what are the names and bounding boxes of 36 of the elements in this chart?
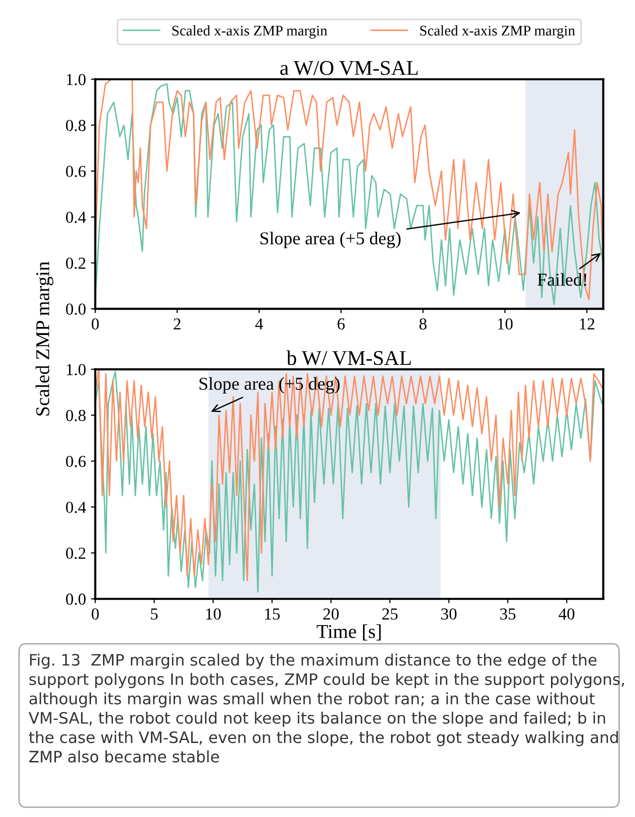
chart-title: a W/O VM-SAL bbox=[280, 61, 418, 76]
x-tick-label: 40 bbox=[558, 608, 574, 620]
y-tick-label: 0.0 bbox=[66, 304, 86, 315]
y-axis-title: Scaled ZMP margin bbox=[36, 262, 54, 416]
y-tick-label: 0.6 bbox=[66, 456, 86, 468]
x-tick-label: 12 bbox=[580, 318, 594, 330]
x-tick-label: 10 bbox=[498, 318, 513, 330]
x-tick-label: 35 bbox=[500, 608, 516, 620]
x-tick-label: 15 bbox=[265, 608, 280, 620]
y-tick-label: 0.8 bbox=[66, 410, 86, 422]
y-tick-label: 0.4 bbox=[66, 502, 86, 514]
y-tick-label: 0.4 bbox=[66, 212, 86, 224]
chart-title: b W/ VM-SAL bbox=[286, 350, 411, 366]
x-tick-label: 0 bbox=[92, 318, 99, 330]
x-tick-label: 20 bbox=[323, 608, 339, 620]
y-tick-label: 1.0 bbox=[66, 364, 86, 376]
y-tick-label: 0.6 bbox=[66, 166, 86, 178]
x-tick-label: 0 bbox=[92, 608, 99, 620]
legend-label: Scaled x-axis ZMP margin bbox=[172, 25, 328, 39]
y-tick-label: 0.8 bbox=[66, 120, 86, 132]
y-tick-label: 1.0 bbox=[66, 74, 86, 86]
x-tick-label: 10 bbox=[206, 608, 221, 620]
x-tick-label: 25 bbox=[382, 608, 398, 620]
x-tick-label: 4 bbox=[255, 318, 264, 330]
x-tick-label: 30 bbox=[441, 608, 457, 620]
y-tick-label: 0.2 bbox=[66, 548, 86, 559]
y-tick-label: 0.0 bbox=[66, 594, 86, 605]
x-tick-label: 5 bbox=[150, 608, 158, 620]
x-tick-label: 8 bbox=[419, 318, 427, 330]
x-axis-title: Time [s] bbox=[316, 624, 381, 640]
legend-label: Scaled x-axis ZMP margin bbox=[420, 25, 575, 39]
caption: Fig. 13 ZMP margin scaled by the maximum distance to the edge of the support polygons In both cases, ZMP could be kept in the support polygons, although its margin was small when the robot ran; a in the case without VM-SAL, the robot could not keep its balance on the slope and failed; b in the case with VM-SAL, even on the slope, the robot got steady walking and ZMP also became stable bbox=[28, 654, 624, 763]
x-tick-label: 2 bbox=[174, 318, 180, 330]
y-tick-label: 0.2 bbox=[66, 258, 86, 269]
annotation: Slope area (+5 deg) bbox=[260, 232, 401, 248]
x-tick-label: 6 bbox=[338, 318, 345, 330]
